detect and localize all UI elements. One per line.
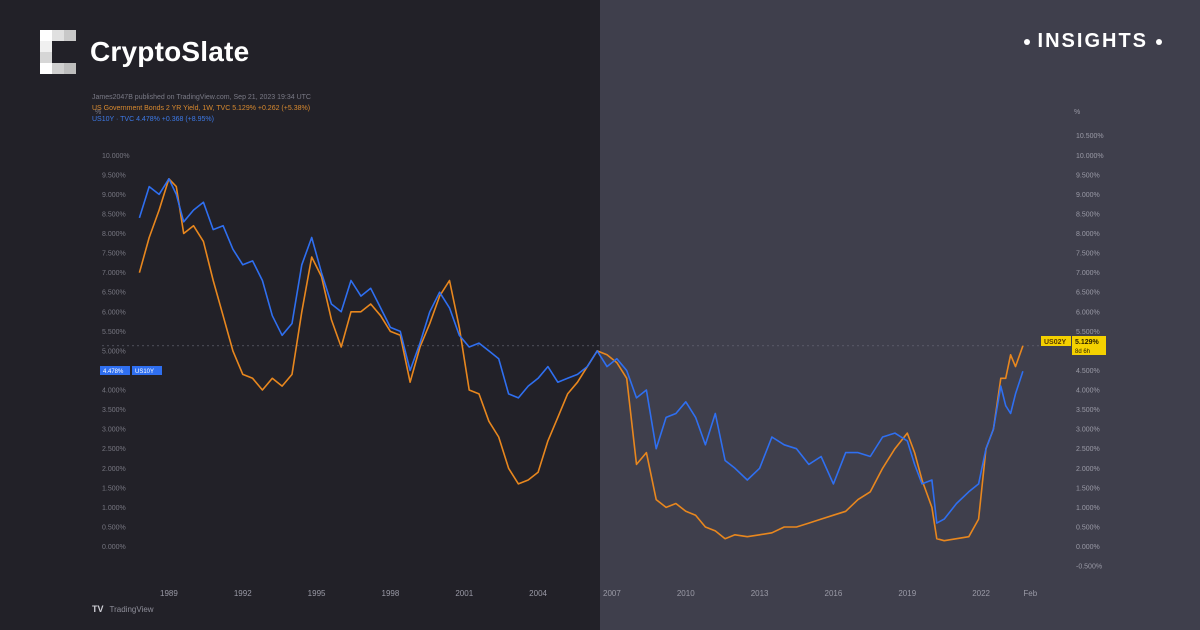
right-y-tick-label: 0.500% (1076, 524, 1100, 531)
right-y-tick-label: -0.500% (1076, 564, 1102, 571)
x-tick-label: 2019 (898, 589, 916, 598)
published-line: James2047B published on TradingView.com,… (92, 94, 311, 101)
x-tick-label: 2013 (751, 589, 769, 598)
cryptoslate-mark-icon (40, 30, 76, 74)
left-y-tick-label: 7.000% (102, 270, 126, 277)
tradingview-footer: TV TradingView (92, 604, 154, 614)
right-y-tick-label: 6.000% (1076, 309, 1100, 316)
left-y-tick-label: 5.500% (102, 329, 126, 336)
x-tick-label: 1995 (308, 589, 326, 598)
right-y-tick-label: 7.500% (1076, 251, 1100, 258)
legend-us10y: US10Y · TVC 4.478% +0.368 (+8.95%) (92, 116, 214, 123)
insights-badge: INSIGHTS (1016, 30, 1170, 53)
left-y-tick-label: 7.500% (102, 251, 126, 258)
series-lines (138, 178, 1024, 542)
x-tick-label: 2007 (603, 589, 621, 598)
left-y-tick-label: 4.000% (102, 388, 126, 395)
right-y-tick-label: 10.000% (1076, 153, 1104, 160)
right-y-tick-label: 10.500% (1076, 133, 1104, 140)
right-y-tick-label: 4.000% (1076, 388, 1100, 395)
right-y-axis: -0.500% 0.000% 0.500% 1.000% 1.500% 2.000% 2.5… (1076, 133, 1104, 570)
us02y-value-text: 5.129% (1075, 339, 1100, 346)
left-y-tick-label: 8.500% (102, 211, 126, 218)
right-y-tick-label: 0.000% (1076, 544, 1100, 551)
legend-us02y: US Government Bonds 2 YR Yield, 1W, TVC … (92, 105, 311, 112)
right-y-tick-label: 1.000% (1076, 505, 1100, 512)
left-y-tick-label: 10.000% (102, 153, 130, 160)
us02y-name-tag (1041, 336, 1071, 346)
brand-name: CryptoSlate (90, 36, 250, 67)
bullet-dot-icon (1156, 38, 1162, 45)
us10y-value-text: 4.478% (103, 369, 124, 375)
right-y-tick-label: 5.500% (1076, 329, 1100, 336)
left-y-tick-label: 1.000% (102, 505, 126, 512)
x-tick-label: 1989 (160, 589, 178, 598)
tradingview-label: TradingView (109, 604, 154, 614)
bullet-dot-icon (1023, 38, 1030, 45)
right-y-tick-label: 6.500% (1076, 290, 1100, 297)
x-tick-label: 2004 (529, 589, 547, 598)
left-y-tick-label: 6.000% (102, 309, 126, 316)
left-y-tick-label: 9.000% (102, 192, 126, 199)
right-y-tick-label: 3.500% (1076, 407, 1100, 414)
us10y-name-text: US10Y (135, 369, 154, 375)
left-y-tick-label: 3.000% (102, 427, 126, 434)
x-tick-label: 2022 (972, 589, 990, 598)
left-y-tick-label: 1.500% (102, 485, 126, 492)
left-y-tick-label: 9.500% (102, 172, 126, 179)
x-axis: 1989 1992 1995 1998 2001 2004 2007 2010 2013 2016… (160, 589, 1038, 598)
right-y-tick-label: 7.000% (1076, 270, 1100, 277)
us10y-value-tag (100, 366, 130, 375)
left-y-tick-label: 3.500% (102, 407, 126, 414)
cryptoslate-logo[interactable]: CryptoSlate (40, 30, 249, 74)
right-y-tick-label: 8.000% (1076, 231, 1100, 238)
x-tick-label: 1992 (234, 589, 252, 598)
right-y-tick-label: 1.500% (1076, 485, 1100, 492)
x-tick-label: 1998 (382, 589, 400, 598)
left-y-tick-label: 0.500% (102, 524, 126, 531)
insights-label: INSIGHTS (1037, 30, 1148, 52)
x-tick-label: Feb (1023, 589, 1037, 598)
left-y-axis: 0.000% 0.500% 1.000% 1.500% 2.000% 2.500% 3.00… (102, 153, 130, 551)
chart-legend: James2047B published on TradingView.com,… (92, 92, 311, 125)
us10y-name-tag (132, 366, 162, 375)
right-y-tick-label: 3.000% (1076, 427, 1100, 434)
left-y-tick-label: 2.500% (102, 446, 126, 453)
left-y-tick-label: 8.000% (102, 231, 126, 238)
left-y-tick-label: 6.500% (102, 290, 126, 297)
x-tick-label: 2001 (455, 589, 473, 598)
us02y-countdown-text: 8d 6h (1075, 349, 1090, 355)
tradingview-logo-icon: TV (92, 604, 104, 614)
right-y-tick-label: 9.000% (1076, 192, 1100, 199)
series-line-us02y (138, 178, 1024, 542)
series-line-us10y (138, 178, 1024, 524)
x-tick-label: 2010 (677, 589, 695, 598)
left-y-tick-label: 0.000% (102, 544, 126, 551)
us02y-value-tag (1072, 336, 1106, 355)
left-axis-unit: % (95, 109, 101, 116)
background-right-panel (600, 0, 1200, 630)
right-y-tick-label: 2.500% (1076, 446, 1100, 453)
right-axis-unit: % (1074, 109, 1080, 116)
left-y-tick-label: 2.000% (102, 466, 126, 473)
right-y-tick-label: 2.000% (1076, 466, 1100, 473)
background-left-panel (0, 0, 600, 630)
right-y-tick-label: 8.500% (1076, 211, 1100, 218)
left-y-tick-label: 5.000% (102, 348, 126, 355)
right-y-tick-label: 4.500% (1076, 368, 1100, 375)
x-tick-label: 2016 (825, 589, 843, 598)
last-value-labels: US02Y 5.129% 8d 6h 4.478% US10Y (100, 336, 1106, 375)
right-y-tick-label: 9.500% (1076, 172, 1100, 179)
us02y-name-text: US02Y (1044, 339, 1067, 346)
